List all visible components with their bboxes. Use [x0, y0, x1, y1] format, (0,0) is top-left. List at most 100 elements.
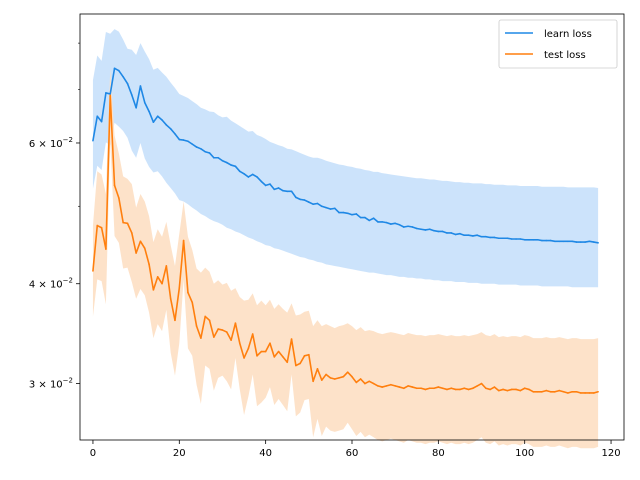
test-loss-segment [213, 328, 219, 338]
test-loss-segment [355, 378, 362, 384]
test-loss-segment [152, 276, 159, 291]
test-loss-segment [109, 94, 116, 187]
learn-loss-segment [191, 143, 198, 148]
test-loss-segment [169, 297, 176, 322]
learn-loss-segment [277, 187, 284, 192]
test-loss-segment [476, 382, 483, 387]
test-loss-segment [264, 342, 271, 353]
test-loss-segment [131, 232, 137, 254]
learn-loss-segment [368, 217, 375, 222]
learn-loss-series [92, 67, 599, 244]
test-loss-segment [156, 276, 163, 285]
test-loss-segment [325, 373, 332, 379]
learn-loss-segment [290, 190, 297, 199]
test-loss-segment [200, 315, 207, 339]
test-loss-segment [174, 287, 181, 322]
learn-loss-band [92, 29, 599, 288]
learn-loss-segment [355, 213, 362, 219]
test-loss-segment [403, 385, 409, 390]
test-loss-segment [96, 224, 103, 229]
test-loss-segment [295, 362, 301, 367]
learn-loss-segment [152, 115, 159, 124]
test-loss-segment [100, 226, 107, 250]
test-loss-segment [143, 247, 150, 266]
test-loss-segment [316, 368, 323, 381]
learn-loss-segment [256, 176, 263, 183]
x-tick-label: 80 [432, 448, 445, 459]
test-loss-segment [364, 380, 371, 385]
x-tick-label: 0 [90, 448, 96, 459]
learn-loss-segment [234, 165, 241, 173]
learn-loss-segment [217, 156, 224, 162]
learn-loss-segment [372, 217, 379, 223]
y-tick-label: 6 × 10−2 [29, 136, 73, 150]
test-loss-segment [592, 390, 599, 394]
learn-loss-segment [238, 170, 245, 175]
learn-loss-segment [208, 152, 215, 159]
test-loss-segment [472, 385, 479, 390]
confidence-bands [92, 29, 599, 449]
test-loss-segment [230, 322, 237, 341]
series-lines [92, 67, 599, 394]
test-loss-segment [148, 263, 155, 291]
learn-loss-segment [156, 115, 163, 121]
test-loss-segment [187, 291, 194, 304]
learn-loss-segment [225, 161, 232, 166]
learn-loss-segment [96, 115, 103, 123]
test-loss-segment [359, 378, 366, 385]
learn-loss-segment [200, 148, 207, 153]
learn-loss-segment [269, 183, 276, 191]
learn-loss-segment [118, 69, 124, 78]
test-loss-segment [519, 387, 526, 392]
learn-loss-segment [169, 128, 176, 135]
x-tick-label: 120 [602, 448, 621, 459]
learn-loss-segment [251, 173, 258, 178]
x-axis: 0 20 40 60 80 100 120 [90, 440, 621, 459]
test-loss-segment [372, 382, 379, 387]
test-loss-segment [342, 371, 349, 378]
test-loss-segment [204, 315, 211, 322]
test-loss-segment [251, 333, 258, 357]
test-loss-segment [234, 322, 241, 345]
learn-loss-segment [148, 110, 155, 124]
learn-loss-segment [174, 133, 181, 141]
learn-loss-segment [243, 173, 250, 178]
x-tick-label: 40 [259, 448, 272, 459]
learn-loss-segment [161, 119, 168, 126]
learn-loss-segment [364, 216, 371, 222]
test-loss-segment [368, 380, 375, 385]
learn-loss-segment [131, 94, 137, 109]
test-loss-segment [480, 382, 487, 390]
test-loss-segment [208, 319, 215, 338]
test-loss-segment [247, 333, 254, 350]
test-loss-segment [277, 350, 284, 358]
learn-loss-segment [187, 140, 194, 145]
test-loss-segment [282, 356, 289, 364]
test-loss-segment [290, 338, 297, 367]
learn-loss-segment [92, 115, 99, 142]
learn-loss-segment [100, 92, 107, 123]
test-loss-segment [269, 342, 276, 358]
legend-label-learn-loss: learn loss [544, 29, 592, 40]
test-loss-segment [256, 350, 263, 357]
test-loss-segment [113, 184, 120, 199]
y-tick-label: 3 × 10−2 [29, 377, 73, 391]
test-loss-segment [165, 265, 172, 300]
test-loss-segment [299, 354, 306, 365]
test-loss-segment [493, 386, 500, 392]
test-loss-segment [195, 325, 202, 339]
test-loss-segment [178, 239, 185, 289]
test-loss-segment [161, 265, 168, 285]
learn-loss-segment [398, 224, 405, 228]
test-loss-segment [126, 222, 133, 234]
test-loss-segment [92, 224, 99, 272]
learn-loss-segment [260, 180, 267, 187]
legend-box [498, 19, 618, 69]
test-loss-segment [243, 347, 250, 359]
learn-loss-segment [592, 241, 599, 244]
test-loss-segment [346, 371, 353, 378]
learn-loss-segment [143, 101, 150, 113]
legend: learn loss test loss [498, 19, 618, 69]
learn-loss-segment [139, 85, 146, 104]
test-loss-segment [139, 240, 146, 250]
